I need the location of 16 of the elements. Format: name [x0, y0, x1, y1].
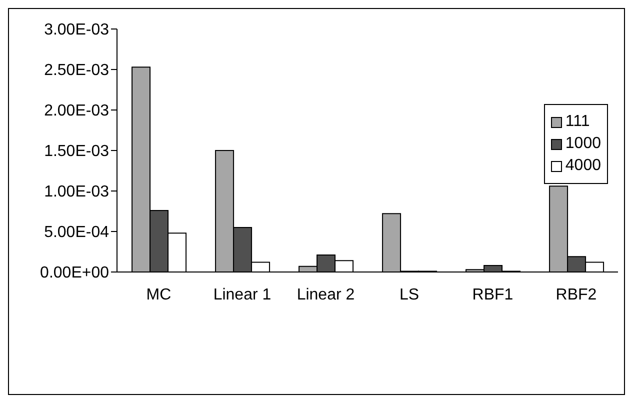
legend-label: 111	[565, 113, 590, 131]
legend-label: 4000	[565, 157, 601, 175]
y-tick-label: 1.00E-03	[44, 184, 110, 201]
x-tick-label: Linear 2	[296, 286, 355, 304]
legend-label: 1000	[565, 135, 601, 153]
x-tick-label: RBF2	[556, 286, 597, 304]
x-tick-label: Linear 1	[213, 286, 272, 304]
y-tick-label: 0.00E+00	[40, 264, 110, 282]
x-tick-label: LS	[399, 286, 420, 304]
y-tick-label: 1.50E-03	[44, 143, 110, 160]
y-tick-label: 2.50E-03	[44, 62, 110, 80]
x-tick-label: RBF1	[472, 286, 514, 304]
x-tick-label: MC	[146, 286, 172, 304]
y-tick-label: 5.00E-04	[44, 224, 110, 242]
y-tick-label: 2.00E-03	[44, 102, 110, 120]
y-tick-label: 3.00E-03	[44, 22, 110, 39]
